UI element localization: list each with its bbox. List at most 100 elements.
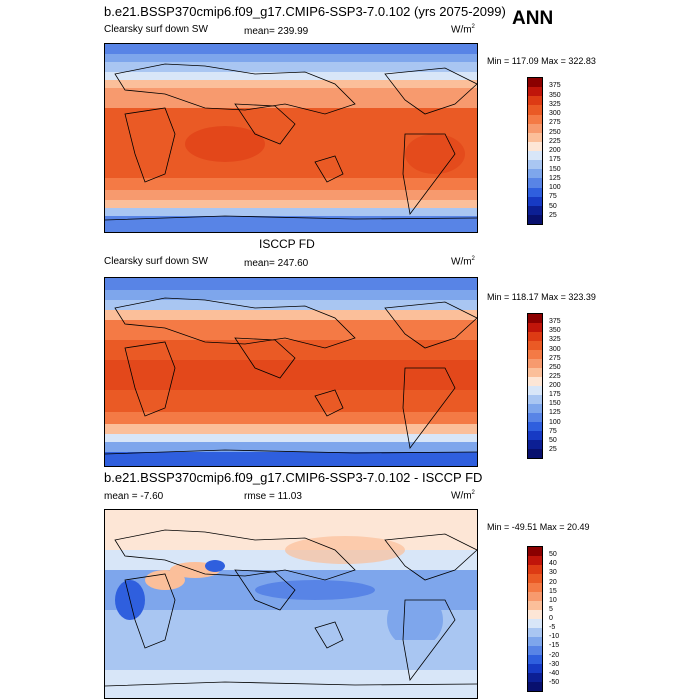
- colorbar-tick-label: 250: [549, 363, 561, 371]
- units-exp: 2: [471, 256, 475, 262]
- colorbar-swatch: [528, 132, 542, 142]
- colorbar-tick-label: 175: [549, 391, 561, 399]
- units-exp: 2: [471, 24, 475, 30]
- colorbar-swatch: [528, 547, 542, 556]
- colorbar-swatch: [528, 368, 542, 377]
- colorbar-tick-label: 125: [549, 409, 561, 417]
- colorbar-tick-label: -5: [549, 624, 556, 632]
- colorbar-tick-label: 40: [549, 560, 557, 568]
- panel3-colorbar: [527, 546, 543, 692]
- colorbar-tick-label: 200: [549, 382, 561, 389]
- colorbar-tick-label: 350: [549, 91, 561, 99]
- colorbar-swatch: [528, 386, 542, 395]
- colorbar-swatch: [528, 123, 542, 133]
- colorbar-tick-label: -20: [549, 651, 560, 659]
- colorbar-tick-label: 350: [549, 327, 561, 335]
- colorbar-swatch: [528, 187, 542, 197]
- colorbar-swatch: [528, 673, 542, 682]
- colorbar-swatch: [528, 323, 542, 332]
- colorbar-tick-label: 300: [549, 110, 561, 117]
- panel2-title: ISCCP FD: [259, 237, 315, 251]
- season-label: ANN: [512, 8, 554, 29]
- colorbar-swatch: [528, 350, 542, 359]
- colorbar-swatch: [528, 628, 542, 637]
- panel3-title: b.e21.BSSP370cmip6.f09_g17.CMIP6-SSP3-7.…: [104, 470, 483, 485]
- panel3-mean: mean = -7.60: [104, 491, 164, 502]
- colorbar-swatch: [528, 395, 542, 404]
- colorbar-swatch: [528, 637, 542, 646]
- colorbar-tick-label: 200: [549, 147, 561, 154]
- colorbar-swatch: [528, 141, 542, 151]
- panel3-map: [104, 509, 478, 699]
- colorbar-swatch: [528, 583, 542, 592]
- colorbar-tick-label: 75: [549, 427, 557, 435]
- colorbar-swatch: [528, 646, 542, 655]
- colorbar-swatch: [528, 404, 542, 413]
- colorbar-swatch: [528, 78, 542, 88]
- colorbar-tick-label: 25: [549, 211, 557, 219]
- panel2-colorbar: [527, 313, 543, 459]
- colorbar-swatch: [528, 619, 542, 628]
- colorbar-swatch: [528, 655, 542, 664]
- colorbar-swatch: [528, 341, 542, 350]
- units-base: W/m: [451, 256, 472, 268]
- colorbar-swatch: [528, 592, 542, 601]
- colorbar-tick-label: 100: [549, 184, 561, 191]
- panel2-mean: mean= 247.60: [244, 258, 309, 269]
- colorbar-tick-label: 325: [549, 336, 561, 344]
- colorbar-tick-label: 225: [549, 137, 561, 145]
- colorbar-tick-label: -30: [549, 660, 560, 668]
- units-base: W/m: [451, 490, 472, 502]
- colorbar-tick-label: 375: [549, 82, 561, 90]
- panel1-map: [104, 43, 478, 233]
- colorbar-swatch: [528, 96, 542, 106]
- colorbar-swatch: [528, 205, 542, 215]
- colorbar-tick-label: 100: [549, 418, 561, 426]
- colorbar-tick-label: 175: [549, 156, 561, 164]
- colorbar-tick-label: 75: [549, 193, 557, 201]
- colorbar-tick-label: 20: [549, 578, 557, 586]
- panel1-minmax: Min = 117.09 Max = 322.83: [487, 56, 596, 66]
- colorbar-tick-label: 275: [549, 119, 561, 127]
- colorbar-swatch: [528, 574, 542, 583]
- colorbar-swatch: [528, 359, 542, 368]
- panel2-map: [104, 277, 478, 467]
- colorbar-tick-label: 150: [549, 400, 561, 408]
- colorbar-swatch: [528, 601, 542, 610]
- colorbar-tick-label: -40: [549, 669, 560, 677]
- colorbar-tick-label: -50: [549, 678, 560, 686]
- colorbar-swatch: [528, 422, 542, 431]
- colorbar-tick-label: 275: [549, 354, 561, 362]
- colorbar-swatch: [528, 664, 542, 673]
- colorbar-swatch: [528, 565, 542, 574]
- colorbar-tick-label: 300: [549, 345, 561, 353]
- colorbar-tick-label: 15: [549, 587, 557, 595]
- colorbar-swatch: [528, 214, 542, 224]
- colorbar-swatch: [528, 160, 542, 170]
- colorbar-swatch: [528, 556, 542, 565]
- panel1-variable: Clearsky surf down SW: [104, 24, 208, 35]
- panel1-title: b.e21.BSSP370cmip6.f09_g17.CMIP6-SSP3-7.…: [104, 4, 506, 19]
- panel1-colorbar: [527, 77, 543, 225]
- panel3-minmax: Min = -49.51 Max = 20.49: [487, 522, 590, 532]
- colorbar-swatch: [528, 314, 542, 323]
- colorbar-swatch: [528, 431, 542, 440]
- colorbar-swatch: [528, 413, 542, 422]
- colorbar-tick-label: -10: [549, 633, 560, 641]
- panel1-units: W/m2: [451, 24, 475, 35]
- colorbar-swatch: [528, 440, 542, 449]
- colorbar-tick-label: 25: [549, 445, 557, 453]
- colorbar-tick-label: 50: [549, 436, 557, 444]
- colorbar-tick-label: 125: [549, 174, 561, 182]
- colorbar-tick-label: 150: [549, 165, 561, 173]
- colorbar-swatch: [528, 178, 542, 188]
- colorbar-swatch: [528, 682, 542, 691]
- panel1-mean: mean= 239.99: [244, 26, 309, 37]
- colorbar-tick-label: 30: [549, 569, 557, 577]
- colorbar-swatch: [528, 332, 542, 341]
- panel2-minmax: Min = 118.17 Max = 323.39: [487, 292, 596, 302]
- colorbar-tick-label: 325: [549, 100, 561, 108]
- colorbar-swatch: [528, 610, 542, 619]
- colorbar-swatch: [528, 377, 542, 386]
- colorbar-swatch: [528, 196, 542, 206]
